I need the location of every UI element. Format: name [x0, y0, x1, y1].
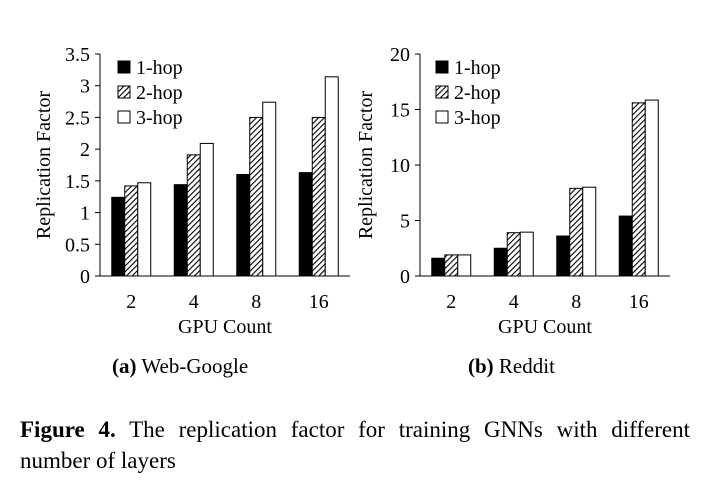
- bar-1-hop-16: [618, 215, 633, 277]
- chart-web-google: 0 0.5 1 1.5 2 2.5 3 3.5 2 4 8 16 GPU Count Replicatio…: [33, 44, 350, 338]
- x-tick-label: 16: [309, 291, 329, 313]
- subcaption-reddit: (b) Reddit: [468, 354, 555, 379]
- bar-1-hop-8: [236, 174, 251, 277]
- legend-label-2-hop: 2-hop: [454, 82, 501, 104]
- subcaption-label: (b): [468, 354, 494, 378]
- y-tick-label: 0: [80, 266, 90, 288]
- legend-label-2-hop: 2-hop: [136, 82, 183, 104]
- subcaption-web-google: (a) Web-Google: [112, 354, 248, 379]
- bar-2-hop-16: [311, 116, 326, 277]
- x-tick-label: 4: [509, 291, 519, 313]
- bar-1-hop-4: [493, 247, 508, 277]
- y-tick-label: 3: [80, 76, 90, 98]
- bar-3-hop-4: [199, 142, 214, 277]
- y-axis-label: Replication Factor: [33, 91, 55, 240]
- bar-3-hop-16: [324, 76, 339, 277]
- legend-swatch-3-hop: [117, 110, 131, 124]
- legend-swatch-1-hop: [117, 60, 131, 74]
- subcaption-label: (a): [112, 354, 137, 378]
- y-tick-label: 10: [390, 155, 410, 177]
- y-tick-label: 2: [80, 139, 90, 161]
- figure-caption-label: Figure 4.: [20, 417, 116, 442]
- bar-1-hop-2: [111, 196, 126, 277]
- bar-3-hop-16: [644, 99, 659, 277]
- legend-label-3-hop: 3-hop: [454, 107, 501, 129]
- legend-label-3-hop: 3-hop: [136, 107, 183, 129]
- bar-2-hop-8: [569, 187, 584, 277]
- y-tick-label: 15: [390, 100, 410, 122]
- bar-1-hop-16: [298, 172, 313, 277]
- x-tick-label: 2: [446, 291, 456, 313]
- y-tick-label: 1: [80, 203, 90, 225]
- bar-2-hop-4: [506, 232, 521, 277]
- y-tick-label: 0.5: [65, 234, 90, 256]
- subcaption-text: Reddit: [498, 354, 555, 378]
- x-axis-label: GPU Count: [178, 316, 272, 338]
- figure-caption: Figure 4. The replication factor for tra…: [20, 414, 690, 476]
- bar-2-hop-4: [186, 154, 201, 277]
- x-tick-label: 16: [629, 291, 649, 313]
- bar-2-hop-2: [444, 254, 459, 277]
- y-tick-label: 1.5: [65, 171, 90, 193]
- y-tick-label: 3.5: [65, 44, 90, 66]
- bar-2-hop-2: [124, 185, 139, 277]
- legend-label-1-hop: 1-hop: [136, 57, 183, 79]
- x-tick-label: 8: [571, 291, 581, 313]
- bar-2-hop-16: [631, 102, 646, 277]
- bar-2-hop-8: [249, 116, 264, 277]
- bar-1-hop-2: [431, 257, 446, 277]
- bar-3-hop-2: [137, 182, 152, 277]
- x-tick-label: 8: [251, 291, 261, 313]
- x-tick-label: 4: [189, 291, 199, 313]
- bar-3-hop-8: [262, 101, 277, 277]
- y-tick-label: 0: [400, 266, 410, 288]
- x-axis-label: GPU Count: [498, 316, 592, 338]
- legend-swatch-3-hop: [435, 110, 449, 124]
- legend-label-1-hop: 1-hop: [454, 57, 501, 79]
- bar-1-hop-4: [173, 184, 188, 277]
- chart-reddit: 0 5 10 15 20 2 4 8 16 GPU Count Replication Factor…: [355, 44, 670, 338]
- y-axis-label: Replication Factor: [355, 91, 377, 240]
- legend-swatch-2-hop: [435, 85, 449, 99]
- bar-3-hop-8: [582, 186, 597, 277]
- bar-3-hop-4: [519, 231, 534, 277]
- x-tick-label: 2: [126, 291, 136, 313]
- legend-swatch-2-hop: [117, 85, 131, 99]
- bar-3-hop-2: [457, 254, 472, 277]
- figure-caption-text: The replication factor for training GNNs…: [20, 417, 690, 473]
- y-tick-label: 5: [400, 211, 410, 233]
- y-tick-label: 20: [390, 44, 410, 66]
- bar-1-hop-8: [556, 235, 571, 277]
- y-tick-label: 2.5: [65, 107, 90, 129]
- subcaption-text: Web-Google: [141, 354, 249, 378]
- legend-swatch-1-hop: [435, 60, 449, 74]
